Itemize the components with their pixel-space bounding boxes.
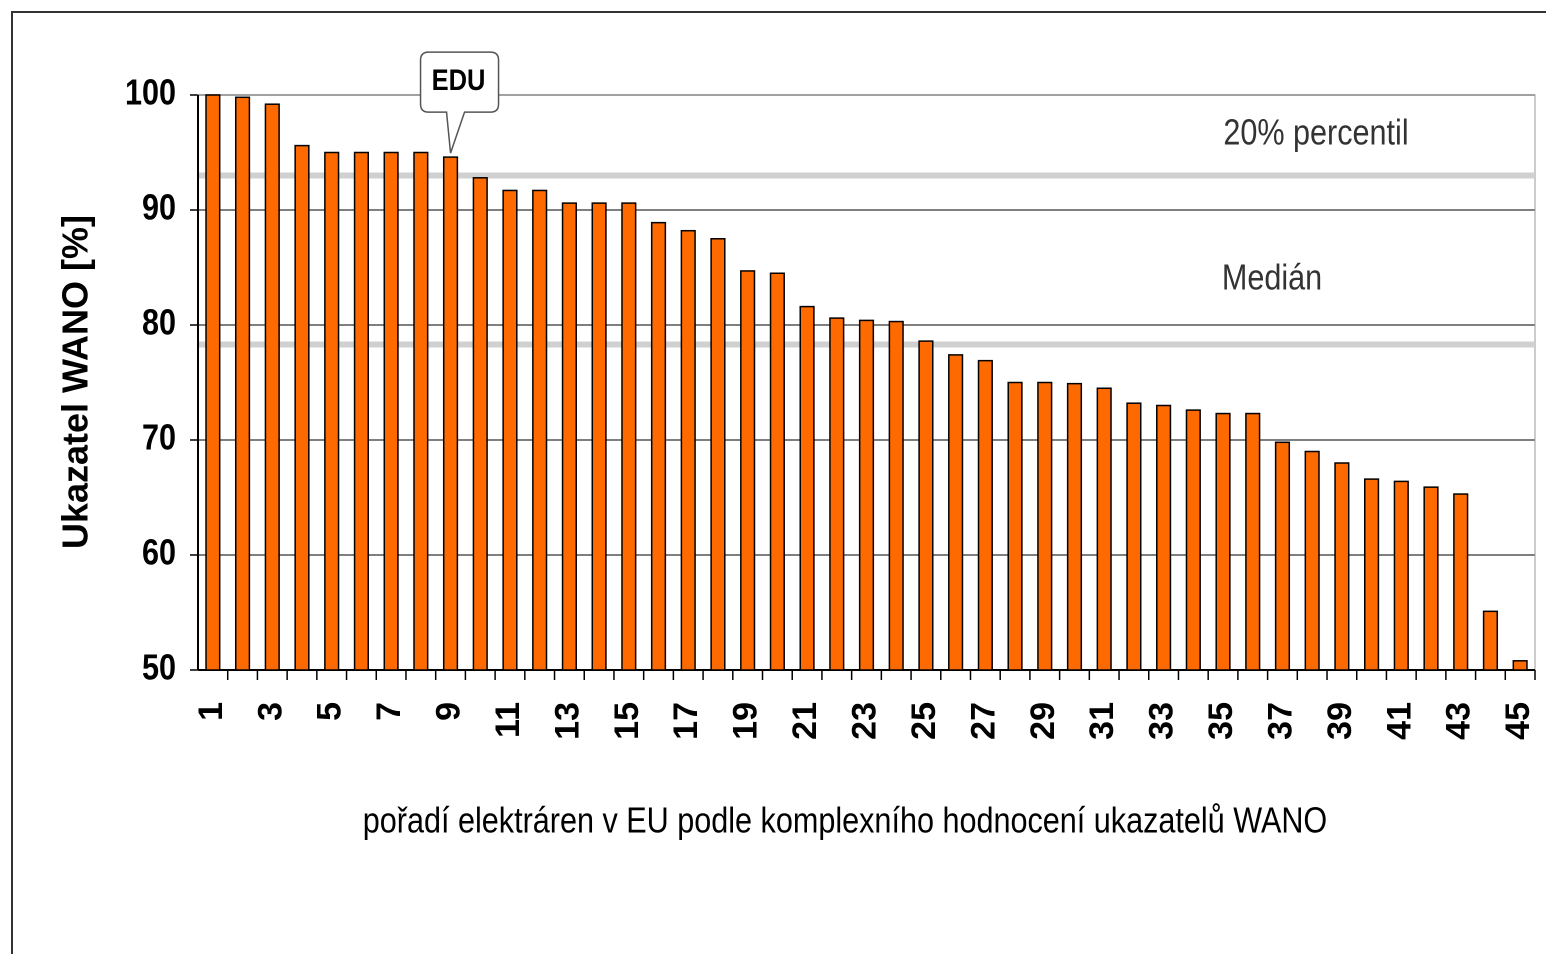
bar <box>1453 493 1469 671</box>
y-tick-label: 50 <box>142 648 176 688</box>
bar <box>1037 381 1053 671</box>
bar <box>1066 382 1083 671</box>
x-tick-label: 43 <box>1440 702 1478 740</box>
x-tick-label: 23 <box>845 702 883 740</box>
x-tick-label: 9 <box>430 702 468 721</box>
bar <box>353 151 369 671</box>
bar <box>1423 486 1439 671</box>
annotation-callout <box>419 51 500 154</box>
bar <box>561 202 577 671</box>
bar <box>264 103 280 671</box>
bar <box>1215 412 1231 671</box>
x-tick-label: 19 <box>727 702 765 740</box>
y-axis-label: Ukazatel WANO [%] <box>55 215 96 549</box>
bar <box>680 229 696 671</box>
bar <box>918 340 934 671</box>
bar <box>1482 610 1499 671</box>
bar <box>977 359 993 671</box>
bar <box>650 221 667 671</box>
bar <box>1096 387 1112 671</box>
y-tick-label: 60 <box>142 533 176 573</box>
annotation-text: EDU <box>432 63 486 96</box>
reference-label: Medián <box>1222 258 1322 298</box>
bar <box>205 94 221 671</box>
bar <box>1007 381 1023 671</box>
bar <box>710 238 726 671</box>
x-tick-label: 41 <box>1380 702 1418 740</box>
bar <box>1185 409 1201 671</box>
bar <box>413 151 429 671</box>
bar <box>858 319 875 671</box>
x-tick-label: 7 <box>370 702 408 721</box>
x-tick-label: 1 <box>192 702 230 721</box>
x-axis-label: pořadí elektráren v EU podle komplexního… <box>363 801 1327 841</box>
x-tick-label: 21 <box>786 702 824 740</box>
bar <box>1245 412 1261 671</box>
bar <box>1364 478 1380 671</box>
x-tick-label: 37 <box>1261 702 1299 740</box>
reference-label: 20% percentil <box>1223 113 1408 153</box>
bar <box>769 272 785 671</box>
bar <box>1156 404 1172 671</box>
x-tick-label: 33 <box>1143 702 1181 740</box>
bar <box>502 189 518 671</box>
x-tick-label: 25 <box>905 702 943 740</box>
bar <box>324 151 340 671</box>
bar <box>472 177 488 671</box>
bar <box>383 151 399 671</box>
bar <box>1304 450 1320 671</box>
x-tick-label: 11 <box>489 702 527 738</box>
x-tick-label: 31 <box>1083 702 1121 740</box>
bar <box>740 270 756 671</box>
bar <box>1393 480 1409 671</box>
x-tick-label: 3 <box>251 702 289 721</box>
y-tick-label: 70 <box>142 418 176 458</box>
bar <box>591 202 607 671</box>
bar <box>442 156 459 671</box>
bar <box>948 354 964 671</box>
y-tick-label: 90 <box>142 188 176 228</box>
x-tick-label: 27 <box>964 702 1002 740</box>
x-tick-label: 45 <box>1499 702 1537 740</box>
bar <box>294 144 310 671</box>
bar <box>621 202 637 671</box>
y-tick-label: 80 <box>142 303 176 343</box>
x-tick-label: 5 <box>311 702 349 721</box>
x-tick-label: 15 <box>608 702 646 740</box>
x-tick-label: 39 <box>1321 702 1359 740</box>
bar <box>829 317 845 671</box>
bar <box>1334 462 1350 671</box>
bar <box>532 189 548 671</box>
bar <box>234 96 251 671</box>
bar <box>888 320 904 671</box>
bar <box>1126 402 1142 671</box>
bar <box>1274 441 1291 671</box>
bar <box>1512 660 1528 671</box>
x-tick-label: 29 <box>1024 702 1062 740</box>
x-tick-label: 17 <box>667 702 705 740</box>
y-tick-label: 100 <box>125 73 176 113</box>
x-tick-label: 13 <box>548 702 586 740</box>
x-tick-label: 35 <box>1202 702 1240 740</box>
bar <box>799 305 815 671</box>
